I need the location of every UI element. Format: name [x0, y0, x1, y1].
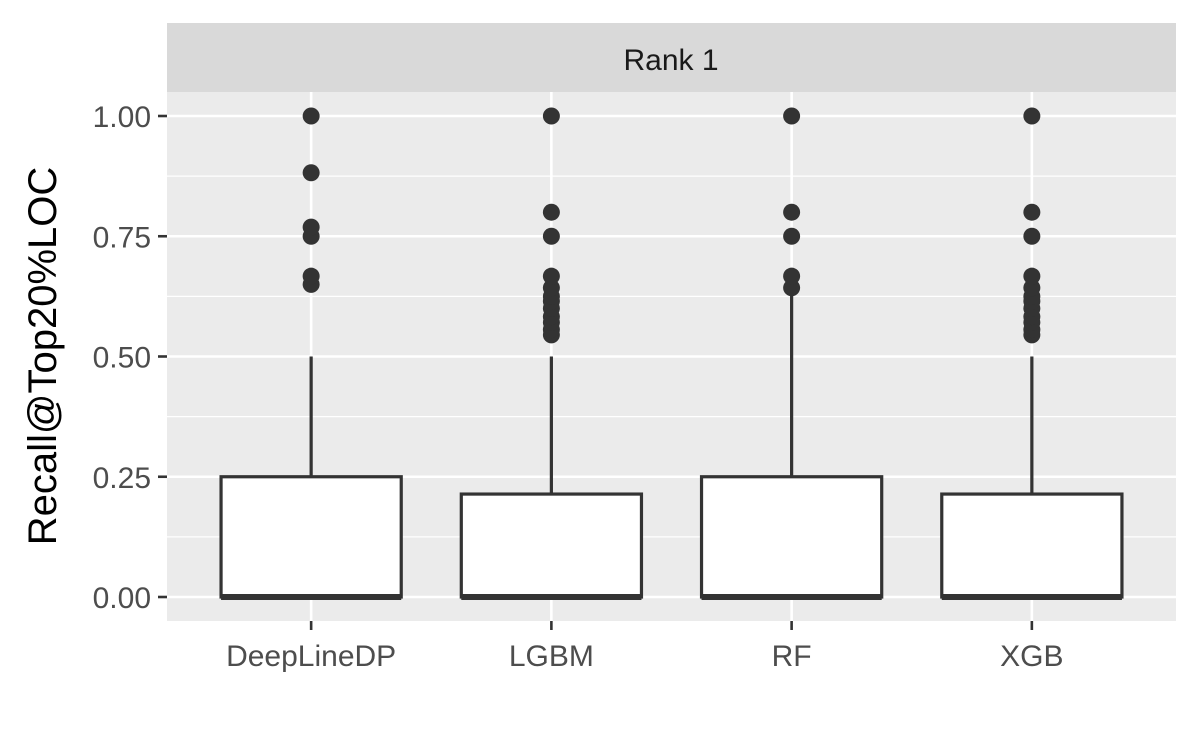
outlier-point — [1023, 203, 1041, 221]
x-tick-label: XGB — [1000, 640, 1063, 673]
outlier-point — [783, 107, 801, 125]
y-tick-label: 0.25 — [93, 462, 151, 495]
outlier-point — [542, 203, 560, 221]
outlier-point — [302, 218, 320, 236]
box-rf — [699, 107, 884, 600]
outlier-point — [783, 267, 801, 285]
box-xgb — [940, 107, 1124, 600]
interquartile-box — [219, 475, 403, 599]
outlier-point — [302, 267, 320, 285]
outlier-point — [1023, 107, 1041, 125]
boxplot-series — [219, 107, 1124, 600]
y-tick-label: 0.50 — [93, 342, 151, 375]
outlier-point — [302, 107, 320, 125]
outlier-point — [542, 267, 560, 285]
x-axis: DeepLineDP LGBM RF XGB — [226, 621, 1064, 673]
interquartile-box — [940, 492, 1124, 599]
facet-label: Rank 1 — [623, 44, 718, 77]
x-tick-label: DeepLineDP — [226, 640, 396, 673]
outlier-point — [302, 164, 320, 182]
box-lgbm — [459, 107, 644, 600]
outlier-point — [542, 107, 560, 125]
y-tick-label: 0.00 — [93, 582, 151, 615]
y-tick-label: 0.75 — [93, 221, 151, 254]
outlier-point — [1023, 227, 1041, 245]
outlier-point — [783, 227, 801, 245]
y-axis-title: Recall@Top20%LOC — [21, 167, 65, 546]
box-deeplinedp — [219, 107, 403, 600]
strip-background — [167, 23, 1176, 92]
interquartile-box — [699, 475, 884, 599]
outlier-point — [1023, 267, 1041, 285]
outlier-point — [783, 203, 801, 221]
x-tick-label: RF — [772, 640, 812, 673]
y-axis: 0.00 0.25 0.50 0.75 1.00 — [93, 101, 167, 615]
interquartile-box — [459, 492, 644, 599]
x-tick-label: LGBM — [509, 640, 594, 673]
y-tick-label: 1.00 — [93, 101, 151, 134]
outlier-point — [542, 227, 560, 245]
